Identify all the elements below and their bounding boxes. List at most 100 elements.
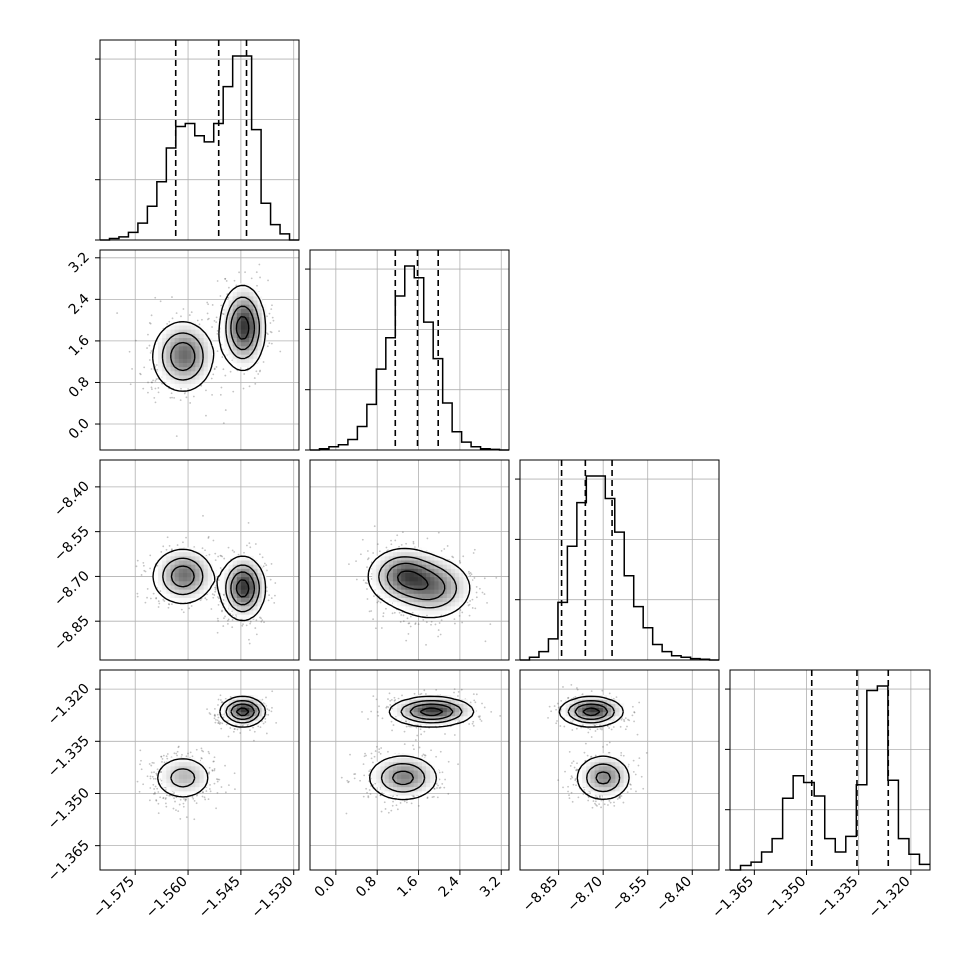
density-cell xyxy=(166,770,171,775)
density-cell xyxy=(443,564,448,569)
scatter-point xyxy=(217,556,219,558)
scatter-point xyxy=(262,556,264,558)
density-cell xyxy=(154,350,159,355)
scatter-point xyxy=(209,784,211,786)
scatter-point xyxy=(253,740,255,742)
density-cell xyxy=(237,350,242,355)
density-cell xyxy=(237,560,242,565)
density-cell xyxy=(175,350,180,355)
density-cell xyxy=(430,610,435,615)
scatter-point xyxy=(151,386,153,388)
density-cell xyxy=(200,371,205,376)
density-cell xyxy=(170,338,175,343)
scatter-point xyxy=(153,788,155,790)
density-cell xyxy=(426,564,431,569)
scatter-point xyxy=(166,794,168,796)
scatter-point xyxy=(141,768,143,770)
scatter-point xyxy=(214,320,216,322)
scatter-point xyxy=(236,729,238,731)
density-cell xyxy=(253,354,258,359)
scatter-point xyxy=(259,277,261,279)
scatter-point xyxy=(205,415,207,417)
density-cell xyxy=(455,598,460,603)
density-cell xyxy=(179,552,184,557)
density-cell xyxy=(439,573,444,578)
scatter-point xyxy=(396,534,398,536)
scatter-point xyxy=(366,582,368,584)
scatter-point xyxy=(136,593,138,595)
scatter-point xyxy=(367,550,369,552)
density-shade xyxy=(372,548,472,615)
scatter-point xyxy=(254,731,256,733)
scatter-point xyxy=(225,409,227,411)
density-cell xyxy=(249,292,254,297)
scatter-point xyxy=(363,579,365,581)
density-cell xyxy=(175,598,180,603)
scatter-point xyxy=(216,333,218,335)
scatter-point xyxy=(166,549,168,551)
density-cell xyxy=(183,354,188,359)
density-cell xyxy=(158,568,163,573)
density-cell xyxy=(426,573,431,578)
scatter-point xyxy=(218,717,220,719)
scatter-point xyxy=(220,567,222,569)
density-cell xyxy=(233,560,238,565)
density-cell xyxy=(447,564,452,569)
scatter-point xyxy=(180,399,182,401)
scatter-point xyxy=(385,608,387,610)
scatter-point xyxy=(165,806,167,808)
density-cell xyxy=(389,552,394,557)
scatter-point xyxy=(248,639,250,641)
scatter-point xyxy=(257,725,259,727)
scatter-point xyxy=(208,751,210,753)
scatter-point xyxy=(183,611,185,613)
scatter-point xyxy=(147,588,149,590)
density-cell xyxy=(162,770,167,775)
density-cell xyxy=(179,774,184,779)
scatter-point xyxy=(196,749,198,751)
scatter-point xyxy=(223,558,225,560)
density-cell xyxy=(447,589,452,594)
density-cell xyxy=(158,371,163,376)
density-2-1 xyxy=(348,525,514,645)
scatter-point xyxy=(243,373,245,375)
scatter-point xyxy=(205,389,207,391)
density-cell xyxy=(220,338,225,343)
density-cell xyxy=(224,325,229,330)
scatter-point xyxy=(193,396,195,398)
scatter-point xyxy=(154,792,156,794)
scatter-point xyxy=(249,546,251,548)
scatter-point xyxy=(273,602,275,604)
scatter-point xyxy=(139,763,141,765)
scatter-point xyxy=(207,313,209,315)
density-cell xyxy=(204,350,209,355)
scatter-point xyxy=(162,545,164,547)
density-cell xyxy=(220,585,225,590)
density-cell xyxy=(183,589,188,594)
scatter-point xyxy=(207,303,209,305)
scatter-point xyxy=(373,595,375,597)
scatter-point xyxy=(256,285,258,287)
scatter-point xyxy=(175,809,177,811)
scatter-point xyxy=(232,391,234,393)
density-cell xyxy=(389,598,394,603)
scatter-point xyxy=(413,748,415,750)
scatter-point xyxy=(168,607,170,609)
scatter-point xyxy=(469,575,471,577)
density-cell xyxy=(418,552,423,557)
density-cell xyxy=(410,577,415,582)
scatter-point xyxy=(201,748,203,750)
scatter-point xyxy=(261,619,263,621)
density-cell xyxy=(224,602,229,607)
density-cell xyxy=(224,350,229,355)
scatter-point xyxy=(202,791,204,793)
density-cell xyxy=(241,699,246,704)
density-cell xyxy=(204,568,209,573)
density-cell xyxy=(166,573,171,578)
scatter-point xyxy=(412,612,414,614)
density-cell xyxy=(447,585,452,590)
scatter-point xyxy=(215,807,217,809)
density-cell xyxy=(380,556,385,561)
scatter-point xyxy=(150,598,152,600)
scatter-point xyxy=(169,397,171,399)
